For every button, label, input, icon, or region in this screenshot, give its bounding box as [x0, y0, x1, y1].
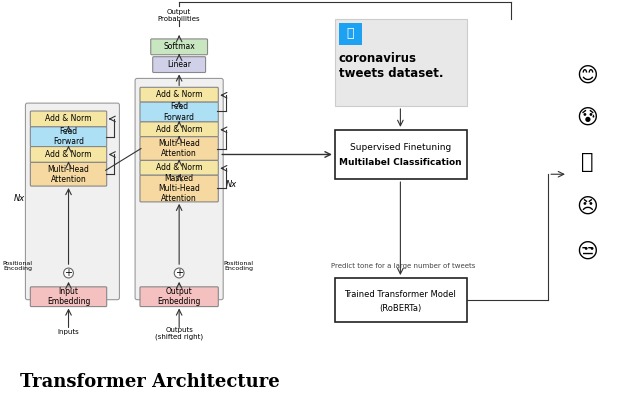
Text: Multilabel Classification: Multilabel Classification: [339, 158, 462, 167]
Text: Add & Norm: Add & Norm: [156, 90, 202, 99]
Text: Output
Probabilities: Output Probabilities: [158, 9, 200, 22]
FancyBboxPatch shape: [31, 287, 107, 307]
Circle shape: [174, 268, 184, 278]
Text: Linear: Linear: [167, 60, 191, 69]
Text: Softmax: Softmax: [163, 42, 195, 51]
Text: Supervised Finetuning: Supervised Finetuning: [350, 143, 451, 152]
Text: Outputs
(shifted right): Outputs (shifted right): [155, 327, 203, 340]
FancyBboxPatch shape: [31, 111, 107, 127]
FancyBboxPatch shape: [140, 287, 218, 307]
FancyBboxPatch shape: [140, 87, 218, 102]
Text: 😊: 😊: [577, 65, 598, 85]
Text: 😒: 😒: [577, 241, 598, 261]
FancyBboxPatch shape: [140, 137, 218, 160]
Text: Masked
Multi-Head
Attention: Masked Multi-Head Attention: [158, 174, 200, 203]
Text: 😰: 😰: [577, 108, 598, 128]
Bar: [335, 19, 467, 106]
Bar: [339, 23, 362, 45]
Text: Inputs: Inputs: [57, 329, 79, 335]
FancyBboxPatch shape: [31, 127, 107, 147]
FancyBboxPatch shape: [140, 175, 218, 202]
FancyBboxPatch shape: [140, 102, 218, 122]
Text: Predict tone for a large number of tweets: Predict tone for a large number of tweet…: [331, 263, 475, 269]
Text: Add & Norm: Add & Norm: [46, 114, 92, 123]
Bar: [335, 278, 467, 322]
FancyBboxPatch shape: [153, 57, 205, 72]
FancyBboxPatch shape: [135, 78, 223, 300]
Text: 🤔: 🤔: [581, 152, 593, 173]
FancyBboxPatch shape: [140, 160, 218, 175]
Text: 🐦: 🐦: [347, 28, 354, 41]
Text: coronavirus: coronavirus: [339, 52, 417, 65]
Circle shape: [64, 268, 74, 278]
Text: +: +: [64, 268, 72, 278]
Text: Trained Transformer Model: Trained Transformer Model: [344, 290, 456, 299]
Text: +: +: [175, 268, 183, 278]
Text: Positional
Encoding: Positional Encoding: [2, 261, 32, 271]
Text: Nx: Nx: [14, 194, 25, 203]
Text: Positional
Encoding: Positional Encoding: [224, 261, 254, 271]
FancyBboxPatch shape: [26, 103, 119, 300]
Text: Transformer Architecture: Transformer Architecture: [19, 373, 280, 391]
Text: Output
Embedding: Output Embedding: [157, 287, 201, 307]
FancyBboxPatch shape: [140, 122, 218, 137]
Text: (RoBERTa): (RoBERTa): [379, 304, 421, 313]
Text: Add & Norm: Add & Norm: [156, 125, 202, 134]
Text: Nx: Nx: [225, 180, 236, 189]
FancyBboxPatch shape: [31, 162, 107, 186]
Text: Add & Norm: Add & Norm: [156, 164, 202, 172]
Text: Multi-Head
Attention: Multi-Head Attention: [47, 165, 89, 184]
FancyBboxPatch shape: [31, 147, 107, 162]
Text: Input
Embedding: Input Embedding: [47, 287, 90, 307]
Text: Feed
Forward: Feed Forward: [163, 102, 195, 122]
FancyBboxPatch shape: [151, 39, 208, 55]
Text: Multi-Head
Attention: Multi-Head Attention: [158, 139, 200, 158]
Bar: [335, 130, 467, 179]
Text: 😠: 😠: [577, 197, 598, 217]
Text: tweets dataset.: tweets dataset.: [339, 67, 443, 80]
Text: Feed
Forward: Feed Forward: [53, 127, 84, 147]
Text: Add & Norm: Add & Norm: [46, 150, 92, 159]
